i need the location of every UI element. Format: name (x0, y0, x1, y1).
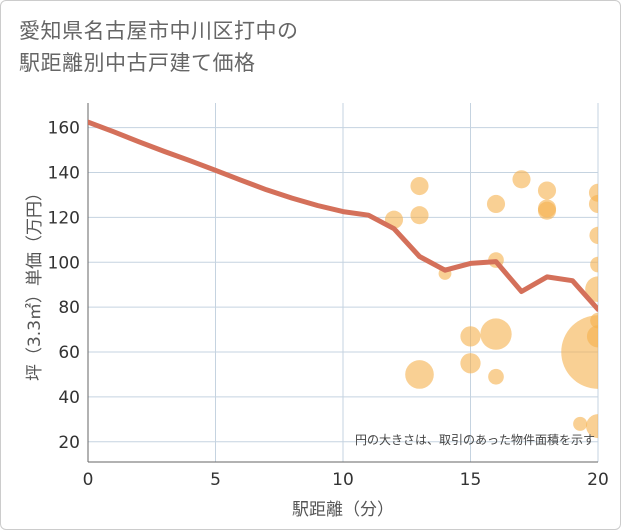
bubble-size-note: 円の大きさは、取引のあった物件面積を示す (355, 432, 595, 447)
data-bubble (410, 176, 429, 196)
data-bubble (460, 353, 481, 374)
x-tick-label: 5 (210, 470, 221, 490)
x-axis-label: 駅距離（分） (292, 500, 394, 520)
bubble-layer (384, 170, 598, 439)
y-tick-label: 20 (58, 433, 80, 453)
y-axis-label: 坪（3.3㎡）単価（万円） (25, 184, 45, 381)
data-bubble (480, 318, 512, 350)
x-tick-label: 10 (332, 470, 354, 490)
data-bubble (537, 181, 557, 200)
data-bubble (410, 206, 429, 225)
data-bubble (405, 360, 434, 389)
data-bubble (512, 170, 531, 189)
data-bubble (586, 414, 598, 439)
data-bubble (460, 326, 481, 347)
y-tick-label: 160 (48, 119, 80, 139)
data-bubble (588, 194, 598, 214)
y-tick-label: 100 (48, 253, 80, 273)
y-tick-label: 120 (48, 208, 80, 228)
x-tick-label: 15 (460, 470, 482, 490)
data-bubble (537, 201, 557, 220)
y-tick-label: 40 (58, 388, 80, 408)
x-tick-label: 20 (587, 470, 609, 490)
y-tick-label: 80 (58, 298, 80, 318)
y-tick-label: 140 (48, 164, 80, 184)
data-bubble (573, 416, 588, 431)
data-bubble (590, 256, 598, 273)
x-tick-label: 0 (83, 470, 94, 490)
chart-title: 愛知県名古屋市中川区打中の 駅距離別中古戸建て価格 (19, 19, 299, 75)
data-bubble (589, 226, 598, 244)
y-tick-label: 60 (58, 343, 80, 363)
average-price-line (88, 119, 598, 312)
data-bubble (488, 368, 504, 385)
data-bubble (561, 315, 598, 389)
data-bubble (486, 194, 506, 214)
